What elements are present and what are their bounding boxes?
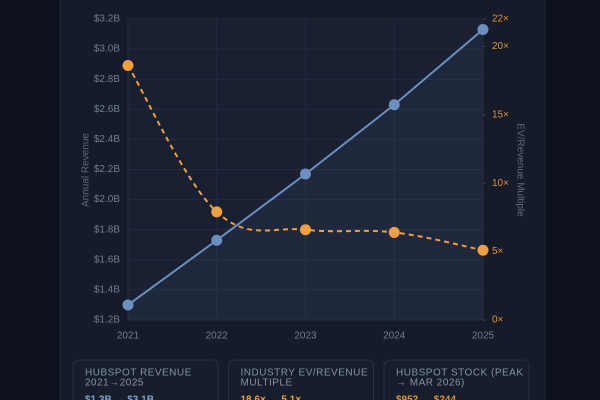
- card-value: $952 → $244: [396, 395, 456, 400]
- x-tick-label: 2024: [383, 331, 406, 342]
- point: [211, 206, 223, 218]
- point: [477, 244, 489, 256]
- card-label: HUBSPOT REVENUE: [85, 368, 192, 379]
- point: [388, 226, 400, 238]
- stat-card: [228, 359, 374, 400]
- y-tick-label: $2.2B: [94, 164, 120, 175]
- x-tick-label: 2023: [294, 331, 317, 342]
- y-tick-label: $1.8B: [94, 224, 120, 235]
- card-value: $1.3B → $3.1B: [85, 395, 154, 400]
- y-tick-label: $1.6B: [94, 254, 120, 265]
- card-label: → MAR 2026): [396, 378, 465, 389]
- y-tick-label: $1.2B: [94, 315, 120, 326]
- y-tick-label: $2.0B: [94, 194, 120, 205]
- x-tick-label: 2021: [117, 331, 140, 342]
- y-tick-label: $3.0B: [94, 44, 120, 55]
- y2-tick-label: 5×: [492, 246, 504, 257]
- y2-tick-label: 15×: [492, 109, 509, 120]
- y-axis-title: Annual Revenue: [81, 133, 92, 207]
- x-tick-label: 2025: [472, 331, 495, 342]
- point: [122, 60, 134, 72]
- y2-tick-label: 20×: [492, 41, 509, 52]
- point: [477, 24, 489, 36]
- y2-tick-label: 22×: [492, 14, 509, 25]
- card-value: 18.6× → 5.1×: [241, 395, 302, 400]
- point: [300, 168, 311, 180]
- line: [127, 65, 484, 252]
- point: [300, 224, 311, 236]
- y-tick-label: $1.4B: [94, 285, 120, 296]
- y-tick-label: $2.8B: [94, 74, 120, 85]
- stat-card: [72, 359, 219, 400]
- card-label: 2021→2025: [85, 378, 144, 389]
- y2-tick-label: 0×: [492, 315, 504, 326]
- card-label: HUBSPOT STOCK (PEAK: [396, 368, 524, 379]
- point: [211, 234, 223, 246]
- y-tick-label: $2.6B: [94, 104, 120, 115]
- y2-tick-label: 10×: [492, 178, 509, 189]
- x-tick-label: 2022: [206, 331, 229, 342]
- stat-card: [383, 359, 530, 400]
- y-tick-label: $3.2B: [94, 14, 120, 25]
- y-tick-label: $2.4B: [94, 134, 120, 145]
- point: [122, 299, 134, 311]
- point: [388, 99, 400, 111]
- y2-axis-title: EV/Revenue Multiple: [514, 123, 525, 217]
- card-label: INDUSTRY EV/REVENUE: [241, 368, 369, 379]
- card-label: MULTIPLE: [241, 378, 293, 389]
